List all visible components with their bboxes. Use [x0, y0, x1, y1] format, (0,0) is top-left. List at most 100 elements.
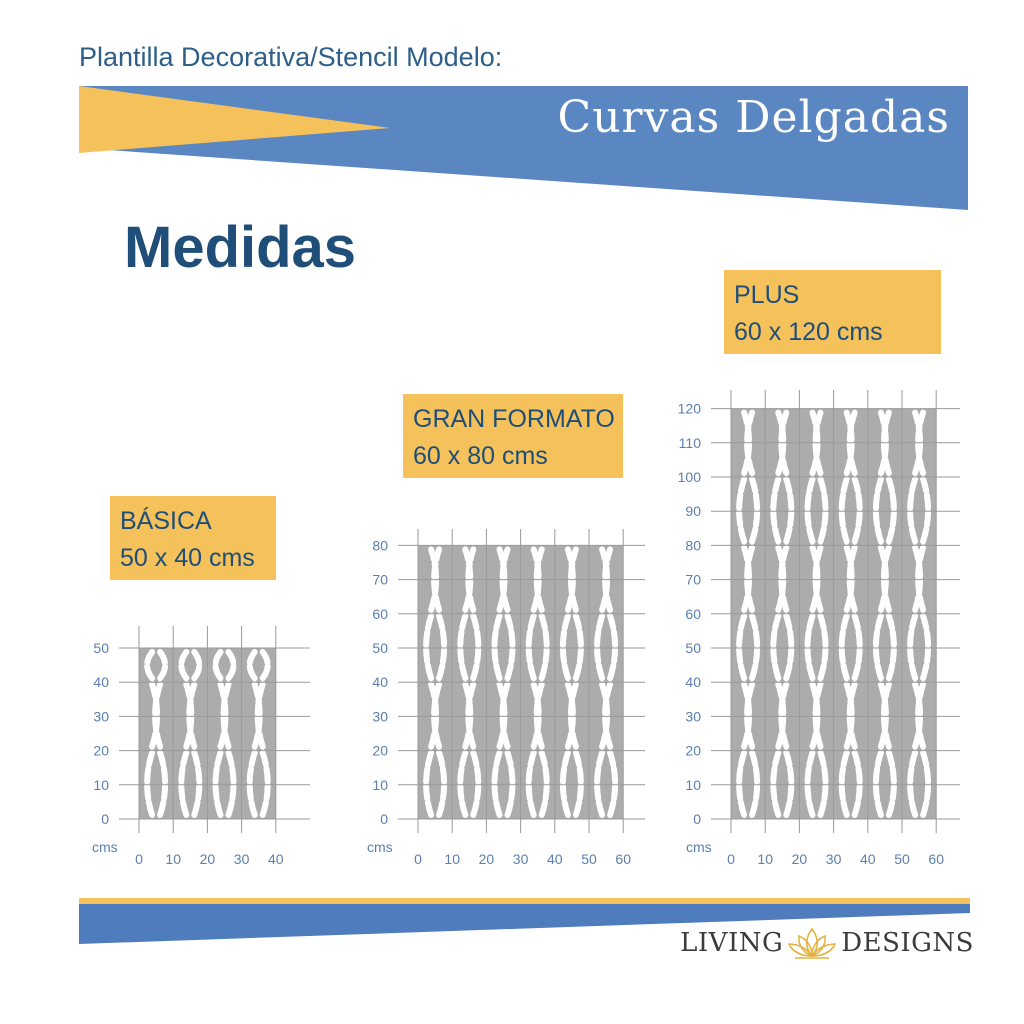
y-tick-label: 10	[685, 777, 701, 793]
x-tick-label: 20	[792, 851, 808, 867]
curve-left	[770, 612, 782, 682]
curve-right	[915, 544, 927, 613]
curve-right	[778, 681, 790, 750]
y-tick-label: 80	[372, 537, 388, 553]
y-tick-label: 120	[678, 401, 702, 417]
curve-right	[436, 612, 448, 682]
curve-pattern	[423, 546, 619, 818]
y-tick-label: 40	[93, 674, 109, 690]
curve-pattern	[736, 409, 932, 818]
y-tick-label: 60	[372, 606, 388, 622]
curve-left	[423, 612, 435, 682]
curve-right	[225, 749, 237, 818]
curve-right	[607, 749, 619, 818]
curve-left	[736, 612, 748, 682]
curve-right	[470, 612, 482, 682]
curve-right	[851, 749, 863, 818]
curve-right	[812, 544, 824, 613]
curve-right	[817, 476, 829, 545]
curve-left	[178, 649, 190, 682]
y-tick-label: 50	[93, 640, 109, 656]
curve-left	[907, 476, 919, 545]
curve-right	[920, 612, 932, 682]
curve-right	[572, 749, 584, 818]
curve-left	[872, 749, 884, 818]
curve-left	[804, 612, 816, 682]
size-dims: 60 x 80 cms	[413, 442, 548, 470]
y-tick-label: 40	[372, 674, 388, 690]
curve-left	[594, 749, 606, 818]
curve-left	[212, 749, 224, 818]
curve-right	[880, 544, 892, 613]
curve-right	[783, 749, 795, 818]
size-name: BÁSICA	[120, 507, 212, 535]
brand-logo: LIVING DESIGNS	[680, 926, 974, 960]
curve-right	[778, 544, 790, 613]
curve-right	[749, 612, 761, 682]
curve-left	[907, 612, 919, 682]
diagram-3: 0 10 20 30 40 50 60 0 10 20 30 40 50 60 70 80 90 100 110 12…	[678, 390, 960, 867]
model-name: Curvas Delgadas	[557, 92, 950, 143]
curve-left	[736, 749, 748, 818]
curve-right	[254, 681, 266, 750]
x-tick-label: 60	[615, 851, 631, 867]
curve-right	[470, 749, 482, 818]
curve-left	[491, 749, 503, 818]
curve-pattern	[144, 649, 271, 818]
curve-right	[851, 612, 863, 682]
curve-right	[191, 749, 203, 818]
curve-right	[259, 649, 271, 682]
brand-living: LIVING	[680, 928, 784, 958]
curve-right	[157, 749, 169, 818]
curve-left	[525, 612, 537, 682]
y-tick-label: 70	[685, 572, 701, 588]
lotus-icon	[788, 927, 837, 959]
size-label-plus: PLUS 60 x 120 cms	[724, 270, 941, 354]
x-tick-label: 20	[479, 851, 495, 867]
curve-left	[770, 476, 782, 545]
diagram-2: 0 10 20 30 40 50 60 0 10 20 30 40 50 60 70 80 cms	[367, 529, 645, 867]
curve-left	[423, 749, 435, 818]
curve-left	[594, 612, 606, 682]
x-tick-label: 60	[928, 851, 944, 867]
top-yellow-stripe	[79, 86, 390, 153]
x-tick-label: 30	[513, 851, 529, 867]
axis-unit-label: cms	[92, 839, 118, 855]
y-tick-label: 110	[679, 435, 702, 451]
x-tick-label: 50	[894, 851, 910, 867]
y-tick-label: 40	[685, 674, 701, 690]
curve-right	[783, 612, 795, 682]
curve-right	[533, 681, 545, 750]
curve-right	[504, 749, 516, 818]
x-tick-label: 30	[826, 851, 842, 867]
curve-left	[804, 476, 816, 545]
curve-right	[436, 749, 448, 818]
y-tick-label: 20	[93, 743, 109, 759]
y-tick-label: 50	[372, 640, 388, 656]
curve-right	[225, 649, 237, 682]
y-tick-label: 20	[685, 743, 701, 759]
curve-right	[812, 681, 824, 750]
y-tick-label: 20	[372, 743, 388, 759]
size-dims: 50 x 40 cms	[120, 544, 255, 572]
curve-right	[602, 681, 614, 750]
curve-left	[457, 749, 469, 818]
measures-heading: Medidas	[124, 215, 357, 280]
y-tick-label: 10	[372, 777, 388, 793]
size-label-gran-formato: GRAN FORMATO 60 x 80 cms	[403, 394, 623, 478]
curve-left	[246, 749, 258, 818]
x-tick-label: 40	[860, 851, 876, 867]
curve-left	[559, 749, 571, 818]
size-dims: 60 x 120 cms	[734, 318, 883, 346]
curve-right	[607, 612, 619, 682]
curve-left	[736, 476, 748, 545]
brand-designs: DESIGNS	[841, 928, 974, 958]
x-tick-label: 40	[268, 851, 284, 867]
curve-right	[880, 681, 892, 750]
y-tick-label: 0	[101, 811, 109, 827]
x-tick-label: 0	[727, 851, 735, 867]
curve-right	[885, 476, 897, 545]
curve-right	[749, 749, 761, 818]
x-tick-label: 40	[547, 851, 563, 867]
